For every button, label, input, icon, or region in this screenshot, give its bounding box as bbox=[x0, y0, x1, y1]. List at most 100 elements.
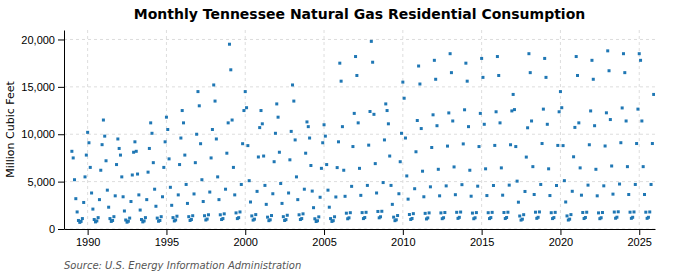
point bbox=[544, 76, 547, 79]
point bbox=[376, 210, 379, 213]
point bbox=[464, 62, 467, 65]
point bbox=[349, 211, 352, 214]
point bbox=[489, 216, 492, 219]
point bbox=[257, 155, 260, 158]
point bbox=[538, 210, 541, 213]
point bbox=[260, 109, 263, 112]
point bbox=[319, 196, 322, 199]
point bbox=[118, 147, 121, 150]
y-tick-label: 15,000 bbox=[21, 81, 55, 93]
point bbox=[81, 217, 84, 220]
point bbox=[412, 212, 415, 215]
point bbox=[439, 211, 442, 214]
point bbox=[266, 216, 269, 219]
point bbox=[241, 142, 244, 145]
point bbox=[193, 192, 196, 195]
x-tick-mark bbox=[245, 229, 246, 235]
point bbox=[623, 71, 626, 74]
point bbox=[304, 152, 307, 155]
point bbox=[443, 211, 446, 214]
point bbox=[108, 217, 111, 220]
point bbox=[273, 160, 276, 163]
point bbox=[434, 78, 437, 81]
point bbox=[208, 191, 211, 194]
point bbox=[622, 52, 625, 55]
point bbox=[643, 193, 646, 196]
point bbox=[82, 201, 85, 204]
point bbox=[418, 83, 421, 86]
point bbox=[399, 160, 402, 163]
point bbox=[246, 144, 249, 147]
point bbox=[438, 194, 441, 197]
point bbox=[195, 133, 198, 136]
point bbox=[558, 110, 561, 113]
point bbox=[587, 184, 590, 187]
x-tick-label: 2010 bbox=[391, 236, 415, 248]
point bbox=[611, 193, 614, 196]
x-tick-label: 2005 bbox=[312, 236, 336, 248]
point bbox=[136, 173, 139, 176]
point bbox=[217, 198, 220, 201]
point bbox=[317, 215, 320, 218]
point bbox=[338, 62, 341, 65]
point bbox=[240, 183, 243, 186]
point bbox=[231, 119, 234, 122]
point bbox=[80, 220, 83, 223]
y-tick: 10,000 bbox=[21, 128, 64, 140]
point bbox=[421, 170, 424, 173]
point bbox=[216, 175, 219, 178]
point bbox=[313, 217, 316, 220]
point bbox=[577, 121, 580, 124]
point bbox=[571, 190, 574, 193]
point bbox=[342, 169, 345, 172]
point bbox=[97, 216, 100, 219]
point bbox=[543, 57, 546, 60]
point bbox=[626, 165, 629, 168]
point bbox=[186, 202, 189, 205]
point bbox=[312, 206, 315, 209]
point bbox=[542, 108, 545, 111]
point bbox=[446, 145, 449, 148]
point bbox=[112, 215, 115, 218]
point bbox=[476, 185, 479, 188]
point bbox=[411, 217, 414, 220]
point bbox=[605, 111, 608, 114]
point bbox=[182, 121, 185, 124]
point bbox=[244, 90, 247, 93]
y-tick-label: 5,000 bbox=[27, 176, 55, 188]
point bbox=[206, 218, 209, 221]
point bbox=[102, 119, 105, 122]
point bbox=[597, 211, 600, 214]
point bbox=[278, 151, 281, 154]
point bbox=[619, 141, 622, 144]
point bbox=[123, 209, 126, 212]
point bbox=[296, 198, 299, 201]
point bbox=[279, 182, 282, 185]
point bbox=[133, 140, 136, 143]
x-tick: 1995 bbox=[155, 229, 179, 248]
point bbox=[531, 165, 534, 168]
point bbox=[613, 211, 616, 214]
point bbox=[466, 80, 469, 83]
annotation: Source: U.S. Energy Information Administ… bbox=[64, 260, 301, 271]
point bbox=[492, 184, 495, 187]
point bbox=[546, 123, 549, 126]
point bbox=[502, 211, 505, 214]
point bbox=[336, 166, 339, 169]
point bbox=[119, 154, 122, 157]
point bbox=[164, 140, 167, 143]
y-axis: 05,00010,00015,00020,000 bbox=[21, 31, 64, 236]
point bbox=[391, 203, 394, 206]
point bbox=[483, 123, 486, 126]
point bbox=[424, 212, 427, 215]
x-tick: 2010 bbox=[391, 229, 415, 248]
grid-line-y bbox=[64, 229, 655, 230]
point bbox=[72, 156, 75, 159]
y-tick-mark bbox=[58, 39, 64, 40]
point bbox=[334, 195, 337, 198]
point bbox=[405, 174, 408, 177]
point bbox=[281, 202, 284, 205]
point bbox=[103, 135, 106, 138]
point bbox=[417, 65, 420, 68]
point bbox=[211, 128, 214, 131]
